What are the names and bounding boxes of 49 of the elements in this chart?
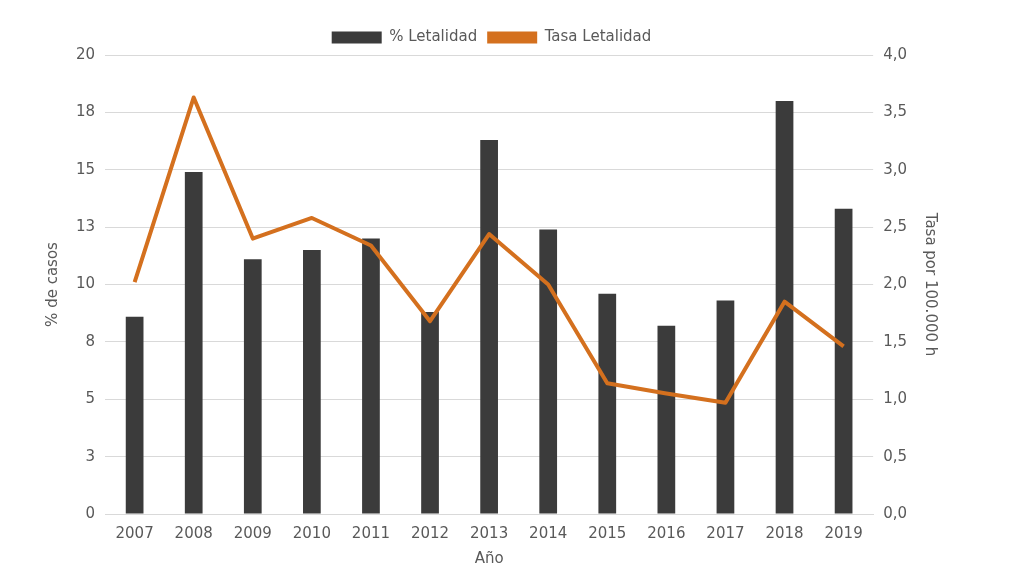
y2-tick-label: 1,0 [883, 389, 907, 408]
x-tick-label: 2012 [410, 523, 450, 542]
y-tick-label: 8 [85, 331, 96, 350]
y2-tick-label: 4,0 [883, 44, 907, 63]
bar [480, 139, 498, 514]
bar [598, 293, 617, 514]
y2-tick-label: 0,0 [883, 503, 907, 522]
y2-tick-label: 3,5 [883, 102, 907, 121]
legend-label: Tasa Letalidad [543, 27, 652, 46]
bar [657, 325, 676, 514]
bar [834, 208, 853, 514]
bar [539, 229, 558, 514]
y2-axis-title: Tasa por 100.000 h [922, 211, 941, 357]
y-tick-label: 13 [75, 217, 96, 236]
bar [184, 172, 203, 514]
bar [362, 238, 380, 514]
y2-tick-label: 0,5 [883, 446, 907, 465]
y2-tick-label: 2,0 [883, 274, 907, 293]
x-tick-label: 2018 [765, 523, 804, 542]
bar [775, 100, 794, 514]
y-tick-label: 0 [85, 503, 96, 522]
y2-tick-label: 3,0 [883, 159, 907, 178]
bar [125, 316, 144, 514]
x-tick-label: 2016 [647, 523, 686, 542]
y-axis-title: % de casos [42, 241, 61, 327]
y-tick-label: 5 [85, 389, 96, 408]
x-axis-title: Año [474, 548, 504, 567]
x-tick-label: 2011 [351, 523, 391, 542]
y-tick-label: 18 [75, 102, 96, 121]
bar [716, 300, 735, 514]
x-tick-label: 2019 [824, 523, 863, 542]
legend-label: % Letalidad [389, 27, 478, 46]
bar [421, 312, 439, 514]
x-tick-label: 2007 [115, 523, 154, 542]
x-tick-label: 2017 [706, 523, 745, 542]
x-tick-label: 2015 [588, 523, 627, 542]
x-tick-label: 2008 [174, 523, 213, 542]
y-tick-label: 10 [75, 274, 96, 293]
bar [243, 259, 262, 514]
x-tick-label: 2009 [233, 523, 272, 542]
x-tick-label: 2014 [529, 523, 568, 542]
y2-tick-label: 1,5 [883, 331, 907, 350]
bar [303, 250, 321, 514]
y-tick-label: 20 [75, 44, 96, 63]
y-tick-label: 15 [75, 159, 96, 178]
y-tick-label: 3 [85, 446, 96, 465]
x-tick-label: 2013 [470, 523, 509, 542]
x-tick-label: 2010 [292, 523, 331, 542]
y2-tick-label: 2,5 [883, 217, 907, 236]
